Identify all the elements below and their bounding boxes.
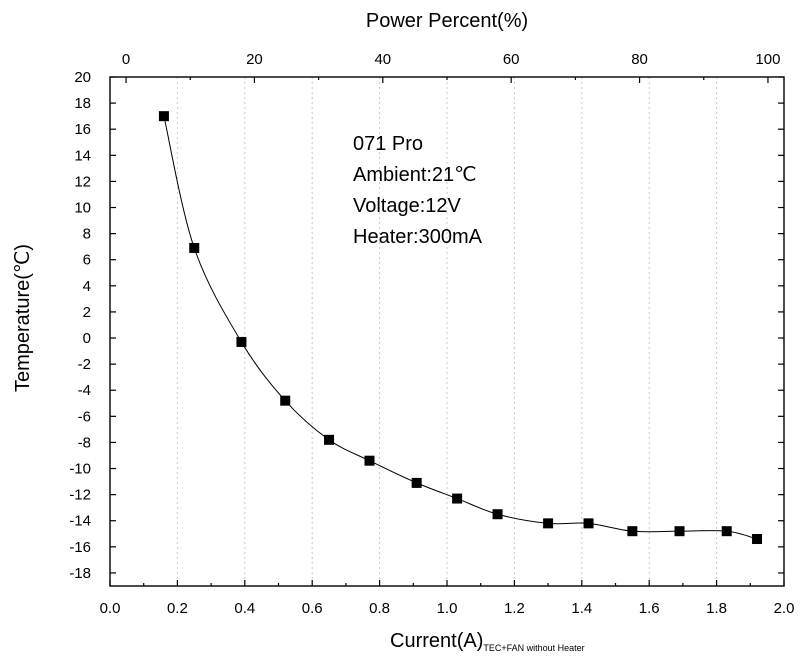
data-point: [452, 493, 463, 504]
x-axis-title-subscript: TEC+FAN without Heater: [483, 643, 584, 653]
y-tick-label: -6: [78, 408, 91, 425]
data-point: [752, 534, 763, 545]
x-tick-label: 1.4: [571, 600, 592, 617]
annotation-voltage: Voltage:12V: [353, 195, 462, 217]
y-tick-label: -8: [78, 434, 91, 451]
y-tick-label: 10: [74, 200, 91, 217]
data-markers: [158, 111, 763, 545]
data-point: [411, 477, 422, 488]
annotation-block: 071 Pro Ambient:21℃ Voltage:12V Heater:3…: [353, 133, 483, 248]
top-tick-label: 80: [631, 51, 648, 68]
annotation-model: 071 Pro: [353, 133, 423, 155]
top-tick-label: 0: [122, 51, 130, 68]
y-tick-label: -2: [78, 356, 91, 373]
y-axis-title: Temperature(℃): [12, 244, 34, 392]
x-tick-label: 1.6: [639, 600, 660, 617]
annotation-ambient: Ambient:21℃: [353, 164, 477, 186]
y-tick-label: 6: [83, 252, 91, 269]
data-point: [158, 111, 169, 122]
data-point: [627, 526, 638, 537]
y-tick-label: -14: [69, 513, 91, 530]
x-tick-label: 1.8: [706, 600, 727, 617]
y-tick-label: 2: [83, 304, 91, 321]
top-axis-title: Power Percent(%): [366, 10, 528, 32]
data-point: [324, 434, 335, 445]
tick-labels: 0.0 0.2 0.4 0.6 0.8 1.0 1.2 1.4 1.6 1.8 2.02018161…: [69, 51, 794, 617]
top-tick-label: 40: [374, 51, 391, 68]
data-point: [280, 395, 291, 406]
annotation-heater: Heater:300mA: [353, 226, 483, 248]
data-point: [236, 336, 247, 347]
y-tick-label: 18: [74, 95, 91, 112]
y-tick-label: -18: [69, 565, 91, 582]
data-point: [492, 509, 503, 520]
x-tick-label: 0.8: [369, 600, 390, 617]
y-tick-label: 14: [74, 147, 91, 164]
data-point: [543, 518, 554, 529]
y-tick-label: -12: [69, 487, 91, 504]
data-point: [189, 242, 200, 253]
x-tick-label: 0.2: [167, 600, 188, 617]
y-tick-label: 4: [83, 278, 91, 295]
x-tick-label: 0.6: [302, 600, 323, 617]
top-tick-label: 60: [503, 51, 520, 68]
y-tick-label: -10: [69, 461, 91, 478]
axis-ticks: [109, 76, 785, 586]
y-tick-label: -16: [69, 539, 91, 556]
x-tick-label: 0.4: [234, 600, 255, 617]
top-tick-label: 100: [755, 51, 780, 68]
y-tick-label: 12: [74, 173, 91, 190]
top-tick-label: 20: [246, 51, 263, 68]
x-tick-label: 0.0: [100, 600, 121, 617]
data-point: [674, 526, 685, 537]
y-tick-label: -4: [78, 382, 91, 399]
x-tick-label: 1.2: [504, 600, 525, 617]
x-tick-label: 1.0: [437, 600, 458, 617]
data-point: [583, 518, 594, 529]
x-axis-title-main: Current(A): [390, 630, 483, 652]
y-tick-label: 8: [83, 226, 91, 243]
data-point: [364, 455, 375, 466]
data-point: [721, 526, 732, 537]
y-tick-label: 16: [74, 121, 91, 138]
x-axis-title: Current(A)TEC+FAN without Heater: [390, 630, 585, 653]
data-line: [163, 116, 758, 540]
x-tick-label: 2.0: [774, 600, 795, 617]
grid-lines: [176, 77, 718, 586]
y-tick-label: 20: [74, 69, 91, 86]
y-tick-label: 0: [83, 330, 91, 347]
